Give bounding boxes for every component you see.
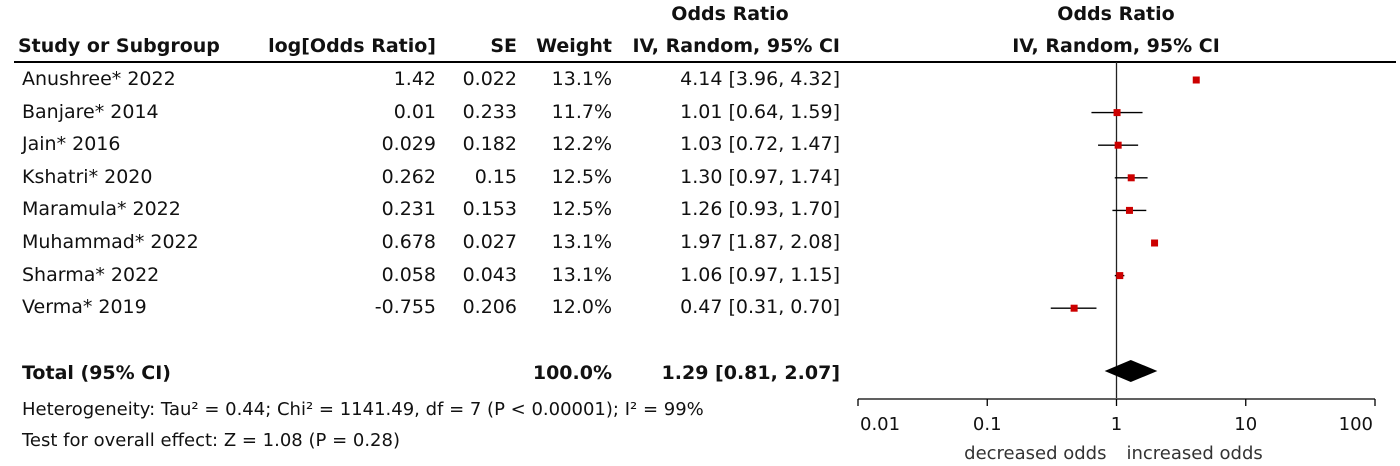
row-se: 0.233 bbox=[462, 100, 517, 123]
point-estimate bbox=[1113, 109, 1121, 117]
favours-right-label: increased odds bbox=[1127, 443, 1263, 464]
col-header-study: Study or Subgroup bbox=[18, 35, 220, 57]
point-estimate bbox=[1116, 272, 1124, 280]
row-weight: 13.1% bbox=[551, 263, 612, 286]
col-header-ci: IV, Random, 95% CI bbox=[632, 35, 840, 57]
overall-effect-text: Test for overall effect: Z = 1.08 (P = 0… bbox=[22, 430, 400, 451]
row-weight: 12.5% bbox=[551, 165, 612, 188]
row-log-or: 0.058 bbox=[381, 263, 436, 286]
x-tick-label: 1 bbox=[1111, 414, 1122, 435]
row-weight: 12.5% bbox=[551, 198, 612, 221]
row-ci: 1.30 [0.97, 1.74] bbox=[680, 165, 840, 188]
row-weight: 11.7% bbox=[551, 100, 612, 123]
row-study: Maramula* 2022 bbox=[22, 198, 181, 221]
total-weight: 100.0% bbox=[532, 362, 612, 384]
row-ci: 0.47 [0.31, 0.70] bbox=[680, 296, 840, 319]
row-ci: 1.03 [0.72, 1.47] bbox=[680, 133, 840, 156]
row-log-or: 0.01 bbox=[393, 100, 436, 123]
group-header-or-table: Odds Ratio bbox=[671, 3, 789, 25]
row-se: 0.022 bbox=[462, 68, 517, 90]
row-ci: 1.26 [0.93, 1.70] bbox=[680, 198, 840, 221]
favours-left-label: decreased odds bbox=[964, 443, 1106, 464]
row-se: 0.206 bbox=[462, 296, 517, 319]
row-se: 0.153 bbox=[462, 198, 517, 221]
total-ci: 1.29 [0.81, 2.07] bbox=[661, 362, 840, 384]
heterogeneity-text: Heterogeneity: Tau² = 0.44; Chi² = 1141.… bbox=[22, 399, 704, 420]
row-study: Kshatri* 2020 bbox=[22, 165, 153, 188]
col-header-se: SE bbox=[490, 35, 517, 57]
row-study: Jain* 2016 bbox=[22, 133, 121, 156]
point-estimate bbox=[1192, 76, 1200, 84]
row-ci: 4.14 [3.96, 4.32] bbox=[680, 68, 840, 90]
total-label: Total (95% CI) bbox=[22, 362, 171, 384]
group-header-or-plot: Odds Ratio bbox=[1057, 3, 1175, 25]
row-log-or: -0.755 bbox=[374, 296, 436, 319]
row-ci: 1.06 [0.97, 1.15] bbox=[680, 263, 840, 286]
row-study: Verma* 2019 bbox=[22, 296, 147, 319]
row-weight: 13.1% bbox=[551, 231, 612, 253]
row-log-or: 0.231 bbox=[381, 198, 436, 221]
row-se: 0.043 bbox=[462, 263, 517, 286]
row-study: Sharma* 2022 bbox=[22, 263, 160, 286]
row-se: 0.15 bbox=[474, 165, 517, 188]
x-tick-label: 100 bbox=[1339, 414, 1373, 435]
row-study: Muhammad* 2022 bbox=[22, 231, 199, 253]
row-weight: 12.2% bbox=[551, 133, 612, 156]
x-tick-label: 10 bbox=[1234, 414, 1257, 435]
point-estimate bbox=[1070, 304, 1078, 312]
col-header-plot-ci: IV, Random, 95% CI bbox=[1012, 35, 1220, 57]
point-estimate bbox=[1114, 141, 1122, 149]
row-study: Anushree* 2022 bbox=[22, 68, 176, 90]
row-ci: 1.01 [0.64, 1.59] bbox=[680, 100, 840, 123]
col-header-weight: Weight bbox=[536, 35, 612, 57]
row-log-or: 0.029 bbox=[381, 133, 436, 156]
row-ci: 1.97 [1.87, 2.08] bbox=[680, 231, 840, 253]
pooled-diamond bbox=[1104, 360, 1158, 382]
row-weight: 12.0% bbox=[551, 296, 612, 319]
row-weight: 13.1% bbox=[551, 68, 612, 90]
x-tick-label: 0.1 bbox=[973, 414, 1002, 435]
point-estimate bbox=[1127, 174, 1135, 182]
row-se: 0.182 bbox=[462, 133, 517, 156]
row-log-or: 0.262 bbox=[381, 165, 436, 188]
x-tick-label: 0.01 bbox=[860, 414, 900, 435]
col-header-log-or: log[Odds Ratio] bbox=[268, 35, 436, 57]
row-log-or: 0.678 bbox=[381, 231, 436, 253]
row-log-or: 1.42 bbox=[393, 68, 436, 90]
point-estimate bbox=[1125, 206, 1133, 214]
point-estimate bbox=[1151, 239, 1159, 247]
row-se: 0.027 bbox=[462, 231, 517, 253]
row-study: Banjare* 2014 bbox=[22, 100, 159, 123]
